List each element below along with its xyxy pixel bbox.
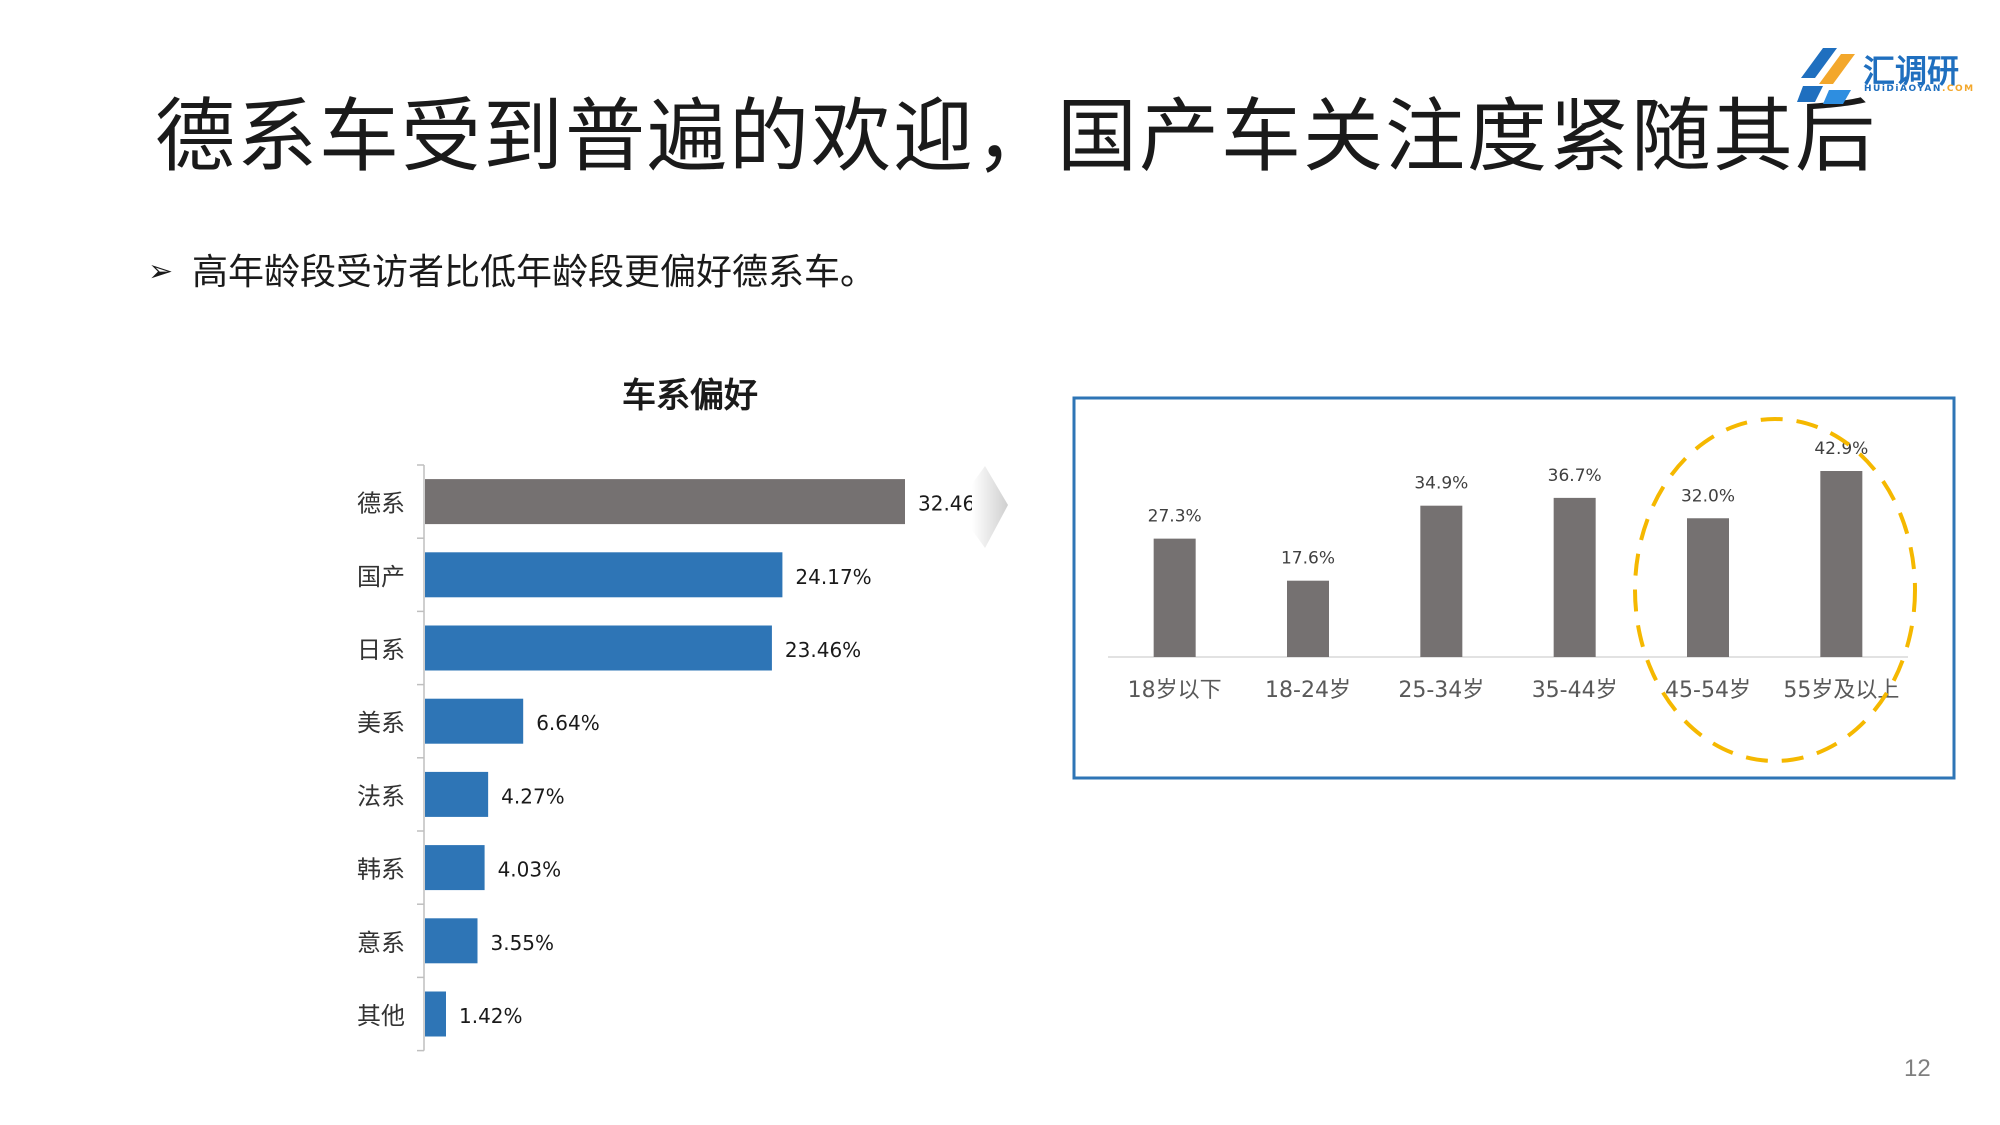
left-category-label: 美系 [357,709,405,737]
logo-sub-accent: .COM [1941,84,1975,94]
right-category-label: 45-54岁 [1665,678,1751,703]
left-data-label: 6.64% [536,711,600,735]
right-bar [1287,580,1329,657]
logo-subtitle: HUiDiAOYAN.COM [1864,84,1975,94]
left-category-label: 法系 [357,782,405,810]
right-bar [1153,538,1196,657]
left-bar [425,625,772,671]
right-data-label: 42.9% [1814,439,1868,459]
slide-title: 德系车受到普遍的欢迎，国产车关注度紧随其后 [155,90,1877,183]
right-data-label: 32.0% [1681,486,1735,506]
right-chart-frame [1072,396,1956,780]
right-bar [1420,505,1463,657]
left-bar [425,698,524,744]
right-category-label: 35-44岁 [1532,678,1618,703]
right-bar [1687,518,1729,657]
page-number: 12 [1904,1055,1931,1082]
left-data-label: 23.46% [785,638,861,662]
right-bar [1820,471,1863,657]
left-category-label: 国产 [357,563,405,591]
right-category-label: 18-24岁 [1265,678,1351,703]
logo-mark-icon [1797,48,1855,104]
left-category-label: 日系 [357,636,405,664]
right-data-label: 36.7% [1548,466,1602,486]
brand-logo: 汇调研 HUiDiAOYAN.COM [1793,40,1983,110]
highlight-circle [1633,417,1917,763]
right-category-label: 18岁以下 [1128,678,1222,703]
left-bar [425,845,485,891]
logo-name: 汇调研 [1863,52,1960,90]
left-category-label: 意系 [357,929,405,957]
left-data-label: 1.42% [459,1004,523,1028]
logo-sub-main: HUiDiAOYAN [1864,84,1942,94]
left-data-label: 3.55% [490,931,554,955]
left-bar [425,918,478,964]
left-bar [425,991,446,1037]
transition-arrow-icon [972,466,1008,548]
left-category-label: 德系 [357,490,405,518]
arrow-bullet-icon: ➢ [148,254,174,289]
left-category-label: 韩系 [357,856,405,884]
left-category-label: 其他 [357,1002,405,1030]
right-category-label: 25-34岁 [1398,678,1484,703]
left-data-label: 24.17% [795,565,871,589]
right-bar [1553,497,1596,657]
right-data-label: 34.9% [1414,474,1468,494]
bullet-text: 高年龄段受访者比低年龄段更偏好德系车。 [192,252,877,293]
right-data-label: 27.3% [1148,507,1202,527]
left-bar [425,479,905,525]
right-chart-plot: 27.3% 18岁以下 17.6% 18-24岁 34.9% 25-34岁 36.7% 35-… [1108,439,1908,703]
left-chart-title: 车系偏好 [622,376,758,416]
left-bar [425,771,489,817]
left-data-label: 4.03% [498,858,562,882]
right-data-label: 17.6% [1281,549,1335,569]
left-data-label: 4.27% [501,784,565,808]
right-category-label: 55岁及以上 [1783,678,1899,703]
left-bar [425,552,783,598]
bullet-point: ➢ 高年龄段受访者比低年龄段更偏好德系车。 [148,243,876,295]
